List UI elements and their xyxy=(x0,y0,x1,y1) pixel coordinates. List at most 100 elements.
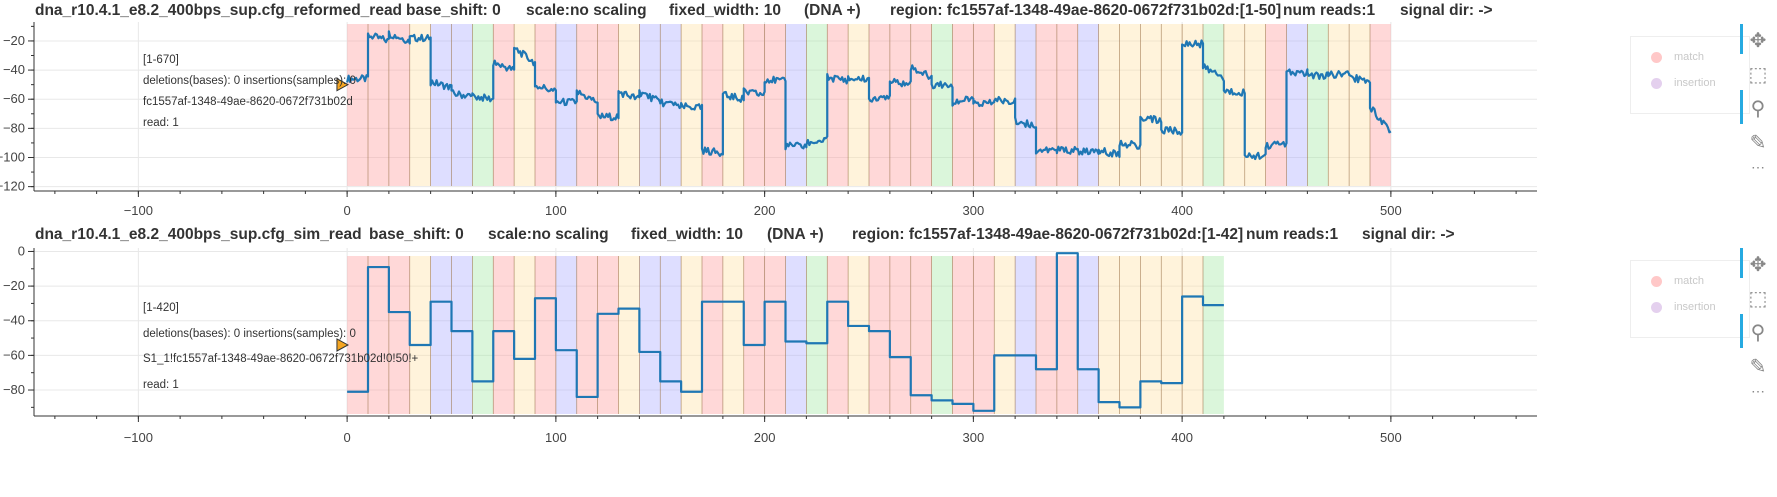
signal-plot[interactable]: −20 −40 −60 −80 −100 −120 −100 0 100 200 300 400 500 xyxy=(0,0,1740,220)
title-fixed-width: fixed_width: 10 xyxy=(631,226,743,243)
base-band xyxy=(1077,24,1099,186)
base-band xyxy=(910,256,932,414)
base-band xyxy=(806,24,828,186)
base-band xyxy=(764,24,786,186)
base-band xyxy=(430,24,452,186)
base-band xyxy=(785,24,807,186)
title-base-shift: base_shift: 0 xyxy=(369,226,464,243)
y-tick-label: −60 xyxy=(3,347,25,362)
base-band xyxy=(952,256,974,414)
title-num-reads: num reads:1 xyxy=(1283,2,1376,19)
base-band xyxy=(722,24,744,186)
base-band xyxy=(848,256,869,414)
more-icon[interactable]: ⋯ xyxy=(1751,159,1765,175)
match-swatch xyxy=(1651,51,1662,63)
y-tick-label: 0 xyxy=(18,243,25,258)
base-band xyxy=(1182,256,1203,414)
annot-read: read: 1 xyxy=(143,379,179,391)
base-band xyxy=(1036,24,1057,186)
box-zoom-icon[interactable]: ⬚ xyxy=(1748,64,1768,86)
base-band xyxy=(493,24,515,186)
x-tick-label: −100 xyxy=(124,203,153,218)
base-band xyxy=(1015,256,1036,414)
base-band xyxy=(347,256,368,414)
annot-read-id: fc1557af-1348-49ae-8620-0672f731b02d xyxy=(143,96,353,108)
base-band xyxy=(368,256,389,414)
x-tick-label: 500 xyxy=(1380,430,1402,445)
legend-insertion: insertion xyxy=(1651,301,1716,313)
base-band xyxy=(618,24,640,186)
signal-plot[interactable]: 0 −20 −40 −60 −80 −100 0 100 200 300 400 500 xyxy=(0,224,1740,446)
base-band xyxy=(889,24,911,186)
base-band xyxy=(1056,24,1078,186)
wheel-zoom-icon[interactable]: ⚲ xyxy=(1750,98,1766,120)
title-region: region: fc1557af-1348-49ae-8620-0672f731… xyxy=(890,2,1282,19)
active-tool-indicator xyxy=(1740,24,1743,54)
base-band xyxy=(388,24,410,186)
title-region: region: fc1557af-1348-49ae-8620-0672f731… xyxy=(852,226,1244,243)
base-band xyxy=(1307,24,1329,186)
active-tool-indicator xyxy=(1740,90,1743,124)
box-zoom-icon[interactable]: ⬚ xyxy=(1748,288,1768,310)
base-band xyxy=(994,24,1016,186)
base-band xyxy=(639,256,661,414)
base-band xyxy=(1349,24,1370,186)
base-band xyxy=(597,256,619,414)
base-band xyxy=(618,256,640,414)
title-scale: scale:no scaling xyxy=(488,226,609,243)
insertion-swatch xyxy=(1651,301,1662,313)
x-tick-label: 400 xyxy=(1171,203,1193,218)
more-icon[interactable]: ⋯ xyxy=(1751,383,1765,399)
base-band xyxy=(1098,256,1120,414)
match-swatch xyxy=(1651,275,1662,287)
base-band xyxy=(743,256,765,414)
annot-read: read: 1 xyxy=(143,117,179,129)
base-band xyxy=(827,256,849,414)
signal-panel-sim: dna_r10.4.1_e8.2_400bps_sup.cfg_sim_read… xyxy=(0,224,1777,497)
base-band xyxy=(409,256,431,414)
base-band xyxy=(1328,24,1350,186)
base-band xyxy=(1036,256,1057,414)
base-band xyxy=(597,24,619,186)
legend: match insertion xyxy=(1630,36,1750,114)
y-tick-label: −40 xyxy=(3,313,25,328)
base-band xyxy=(681,256,702,414)
base-band xyxy=(535,24,556,186)
read-start-marker xyxy=(336,77,349,92)
legend-insertion-label: insertion xyxy=(1674,77,1716,89)
title-signal-dir: signal dir: -> xyxy=(1362,226,1455,243)
edit-icon[interactable]: ✎ xyxy=(1749,356,1767,378)
base-band xyxy=(535,256,556,414)
base-band xyxy=(973,256,995,414)
base-band xyxy=(1370,24,1391,186)
x-tick-label: 0 xyxy=(344,430,351,445)
base-band xyxy=(785,256,807,414)
title-base-shift: base_shift: 0 xyxy=(406,2,501,19)
pan-icon[interactable]: ✥ xyxy=(1749,30,1767,52)
title-fixed-width: fixed_width: 10 xyxy=(669,2,781,19)
plot-toolbar: ✥ ⬚ ⚲ ✎ ⋯ xyxy=(1740,24,1777,194)
x-tick-label: 200 xyxy=(754,203,776,218)
base-band xyxy=(827,24,849,186)
wheel-zoom-icon[interactable]: ⚲ xyxy=(1750,322,1766,344)
x-tick-label: 300 xyxy=(963,203,985,218)
base-band xyxy=(409,24,431,186)
legend: match insertion xyxy=(1630,260,1750,338)
edit-icon[interactable]: ✎ xyxy=(1749,132,1767,154)
title-signal-dir: signal dir: -> xyxy=(1400,2,1493,19)
base-band xyxy=(451,24,473,186)
base-band xyxy=(973,24,995,186)
y-tick-label: −20 xyxy=(3,278,25,293)
x-tick-label: 0 xyxy=(344,203,351,218)
base-band xyxy=(1098,24,1120,186)
base-band xyxy=(514,256,535,414)
title-scale: scale:no scaling xyxy=(526,2,647,19)
base-band xyxy=(368,24,389,186)
x-tick-label: 100 xyxy=(545,430,567,445)
base-band xyxy=(681,24,702,186)
base-band xyxy=(1056,256,1078,414)
base-band xyxy=(889,256,911,414)
pan-icon[interactable]: ✥ xyxy=(1749,254,1767,276)
legend-match: match xyxy=(1651,51,1704,63)
base-band xyxy=(806,256,828,414)
